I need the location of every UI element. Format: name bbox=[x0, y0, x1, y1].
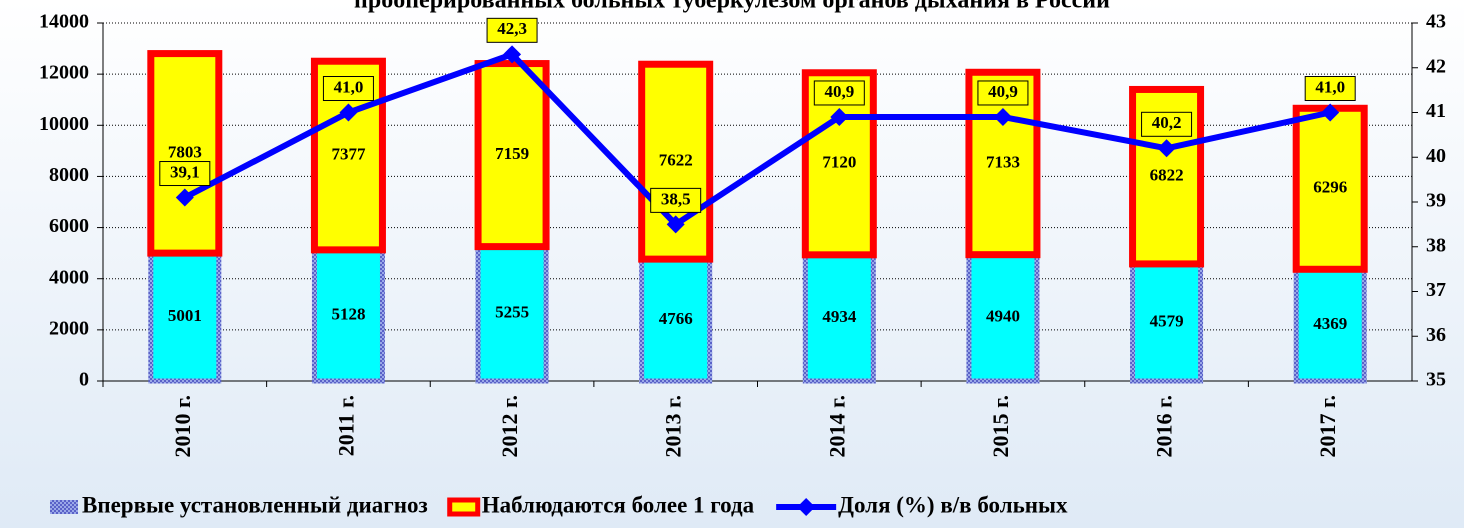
y-tick-label: 0 bbox=[79, 369, 89, 391]
legend-swatch bbox=[50, 500, 78, 514]
data-label: 5255 bbox=[495, 303, 529, 322]
legend-label: Доля (%) в/в больных bbox=[838, 492, 1068, 517]
y2-tick-label: 38 bbox=[1426, 234, 1446, 256]
data-label: 4369 bbox=[1313, 314, 1347, 333]
data-label: 40,9 bbox=[824, 82, 854, 101]
bar-segment bbox=[311, 247, 385, 384]
data-label: 7133 bbox=[986, 152, 1020, 171]
data-label: 41,0 bbox=[1315, 77, 1345, 96]
bar-segment bbox=[474, 60, 550, 251]
data-label: 7120 bbox=[822, 153, 856, 172]
label-box bbox=[322, 76, 374, 101]
data-label: 6822 bbox=[1150, 166, 1184, 185]
y2-tick-label: 35 bbox=[1426, 369, 1446, 391]
x-tick-label: 2014 г. bbox=[824, 395, 849, 458]
y2-tick-label: 39 bbox=[1426, 190, 1446, 212]
label-box bbox=[159, 161, 211, 187]
data-label: 6296 bbox=[1313, 178, 1347, 197]
y2-tick-label: 41 bbox=[1426, 100, 1446, 122]
y2-tick-label: 42 bbox=[1426, 55, 1446, 77]
y2-tick-label: 36 bbox=[1426, 324, 1446, 346]
y-tick-label: 4000 bbox=[49, 266, 89, 288]
line-marker bbox=[993, 107, 1012, 126]
bar-segment bbox=[147, 50, 223, 257]
y2-tick-label: 40 bbox=[1426, 145, 1446, 167]
y-tick-label: 2000 bbox=[49, 317, 89, 339]
label-box bbox=[977, 80, 1029, 106]
line-marker bbox=[666, 215, 685, 234]
data-label: 7159 bbox=[495, 144, 529, 163]
y-tick-label: 6000 bbox=[49, 215, 89, 237]
legend-swatch bbox=[447, 497, 481, 517]
data-label: 4940 bbox=[986, 307, 1020, 326]
x-tick-label: 2017 г. bbox=[1315, 395, 1340, 458]
data-label: 5128 bbox=[331, 304, 365, 323]
x-tick-label: 2011 г. bbox=[333, 395, 358, 456]
y2-tick-label: 37 bbox=[1426, 279, 1446, 301]
label-box bbox=[650, 187, 702, 213]
label-box bbox=[486, 17, 538, 43]
y2-tick-label: 43 bbox=[1426, 11, 1446, 33]
x-tick-label: 2012 г. bbox=[497, 395, 522, 458]
label-box bbox=[813, 80, 865, 106]
line-marker bbox=[1321, 103, 1340, 122]
legend-label: Наблюдаются более 1 года bbox=[482, 492, 755, 517]
x-tick-label: 2010 г. bbox=[170, 395, 195, 458]
y-tick-label: 14000 bbox=[39, 11, 89, 33]
bar-segment bbox=[966, 252, 1040, 384]
data-label: 42,3 bbox=[497, 19, 527, 38]
data-label: 4579 bbox=[1150, 311, 1184, 330]
line-marker bbox=[830, 107, 849, 126]
line bbox=[183, 50, 1331, 229]
label-box bbox=[1304, 76, 1356, 101]
line-marker bbox=[503, 45, 522, 64]
data-label: 39,1 bbox=[170, 162, 200, 181]
data-label: 4934 bbox=[822, 307, 857, 326]
data-label: 5001 bbox=[168, 306, 202, 325]
y-tick-label: 12000 bbox=[39, 62, 89, 84]
line-marker bbox=[339, 103, 358, 122]
legend-label: Впервые установленный диагноз bbox=[82, 492, 428, 517]
data-label: 7622 bbox=[659, 151, 693, 170]
y-tick-label: 8000 bbox=[49, 164, 89, 186]
y-tick-label: 10000 bbox=[39, 113, 89, 135]
data-label: 40,9 bbox=[988, 82, 1018, 101]
label-box bbox=[1141, 111, 1193, 137]
x-tick-label: 2016 г. bbox=[1152, 395, 1177, 458]
x-tick-label: 2015 г. bbox=[988, 395, 1013, 458]
data-label: 38,5 bbox=[661, 189, 691, 208]
data-label: 41,0 bbox=[334, 77, 364, 96]
legend-swatch bbox=[797, 498, 816, 516]
bar-segment bbox=[639, 256, 713, 384]
line-marker bbox=[175, 188, 194, 207]
x-tick-label: 2013 г. bbox=[661, 395, 686, 458]
data-label: 7377 bbox=[331, 144, 366, 163]
chart-title: прооперированных больных туберкулезом ор… bbox=[354, 0, 1110, 14]
line-marker bbox=[1157, 139, 1176, 158]
data-label: 40,2 bbox=[1152, 113, 1182, 132]
data-label: 4766 bbox=[659, 309, 693, 328]
data-label: 7803 bbox=[168, 142, 202, 161]
